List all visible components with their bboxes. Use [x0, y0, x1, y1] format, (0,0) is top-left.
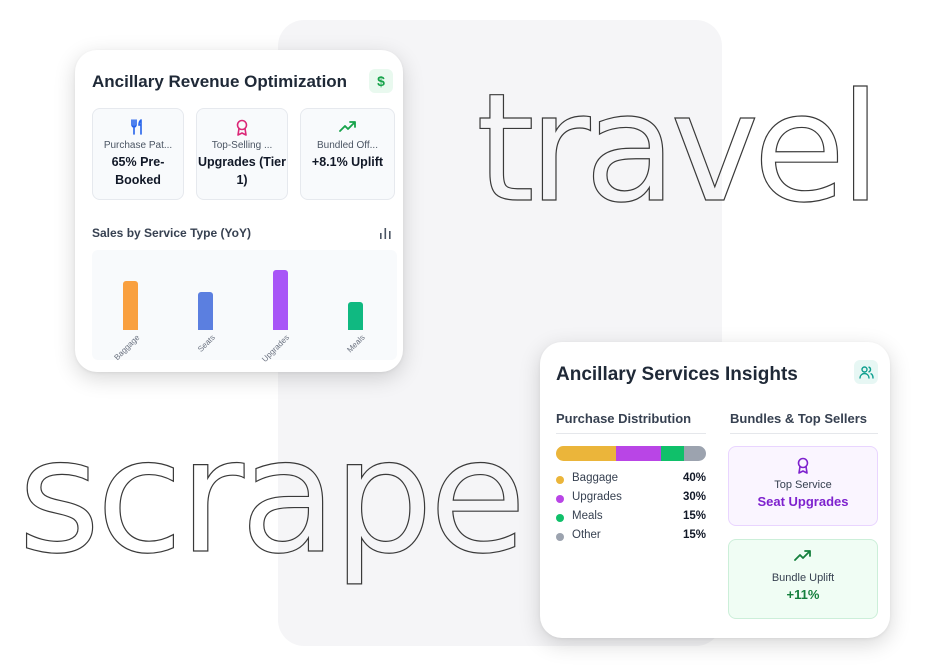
card-title: Ancillary Services Insights	[556, 364, 798, 385]
trending-up-icon	[729, 550, 877, 568]
legend-dot	[556, 495, 564, 503]
legend-percent: 30%	[682, 491, 706, 503]
bar-seats[interactable]	[198, 292, 213, 330]
legend-row-upgrades: Upgrades 30%	[556, 491, 706, 507]
trending-up-icon	[301, 118, 394, 136]
metric-value: 65% Pre-Booked	[111, 155, 165, 187]
legend-dot	[556, 533, 564, 541]
x-tick-label: Upgrades	[260, 333, 292, 364]
background-word-scrape: scrape	[17, 405, 527, 589]
metric-top-selling[interactable]: Top-Selling ... Upgrades (Tier 1)	[196, 108, 288, 200]
legend-row-baggage: Baggage 40%	[556, 472, 706, 488]
metric-label: Purchase Pat...	[103, 140, 173, 151]
bar-chart-icon[interactable]	[380, 226, 391, 244]
segment-baggage[interactable]	[556, 446, 616, 461]
bar-baggage[interactable]	[123, 280, 138, 330]
metric-value: Upgrades (Tier 1)	[198, 155, 286, 187]
sales-bar-chart: Baggage Seats Upgrades Meals	[92, 250, 397, 364]
award-icon	[197, 118, 287, 136]
metric-bundled-offers[interactable]: Bundled Off... +8.1% Uplift	[300, 108, 395, 200]
legend-name: Meals	[572, 510, 603, 522]
segment-other[interactable]	[683, 446, 706, 461]
legend-percent: 15%	[682, 529, 706, 541]
top-service-value: Seat Upgrades	[757, 494, 849, 509]
purchase-distribution-heading: Purchase Distribution	[556, 411, 706, 434]
chart-title: Sales by Service Type (YoY)	[92, 226, 251, 240]
services-insights-card: Ancillary Services Insights Purchase Dis…	[540, 342, 890, 638]
segment-meals[interactable]	[661, 446, 684, 461]
legend-row-other: Other 15%	[556, 529, 706, 545]
bundle-uplift-tile[interactable]: Bundle Uplift +11%	[728, 539, 878, 619]
metric-purchase-patterns[interactable]: Purchase Pat... 65% Pre-Booked	[92, 108, 184, 200]
x-tick-label: Baggage	[112, 333, 142, 363]
card-title: Ancillary Revenue Optimization	[92, 72, 348, 91]
dollar-icon[interactable]: $	[369, 69, 393, 93]
legend-percent: 15%	[682, 510, 706, 522]
x-tick-label: Meals	[344, 333, 367, 355]
legend-dot	[556, 514, 564, 522]
metric-label: Bundled Off...	[317, 140, 378, 151]
utensils-icon	[93, 118, 183, 136]
legend-name: Baggage	[572, 472, 619, 484]
metric-value: +8.1% Uplift	[311, 155, 384, 169]
legend-dot	[556, 476, 564, 484]
legend-name: Other	[572, 529, 601, 541]
bundle-uplift-value: +11%	[786, 587, 820, 602]
distribution-stacked-bar	[556, 446, 706, 461]
bar-upgrades[interactable]	[273, 269, 288, 330]
background-word-travel: travel	[475, 62, 881, 236]
legend-row-meals: Meals 15%	[556, 510, 706, 526]
segment-upgrades[interactable]	[616, 446, 661, 461]
legend-percent: 40%	[682, 472, 706, 484]
x-tick-label: Seats	[195, 333, 217, 354]
bundle-uplift-label: Bundle Uplift	[771, 572, 835, 584]
bar-meals[interactable]	[348, 302, 363, 330]
revenue-optimization-card: Ancillary Revenue Optimization $ Purchas…	[75, 50, 403, 372]
award-icon	[729, 457, 877, 475]
bundles-top-sellers-heading: Bundles & Top Sellers	[730, 411, 878, 434]
users-icon[interactable]	[854, 360, 878, 384]
metric-label: Top-Selling ...	[211, 140, 273, 151]
top-service-label: Top Service	[774, 479, 832, 491]
top-service-tile[interactable]: Top Service Seat Upgrades	[728, 446, 878, 526]
legend-name: Upgrades	[572, 491, 622, 503]
